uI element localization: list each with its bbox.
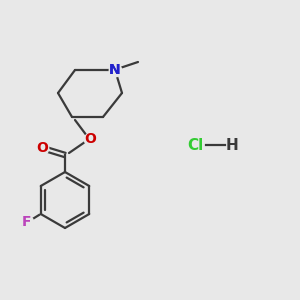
Text: H: H [226, 137, 238, 152]
Text: N: N [109, 63, 121, 77]
Text: N: N [109, 63, 121, 77]
Text: O: O [36, 141, 48, 155]
Text: Cl: Cl [187, 137, 203, 152]
Text: F: F [22, 215, 32, 229]
Text: O: O [84, 132, 96, 146]
